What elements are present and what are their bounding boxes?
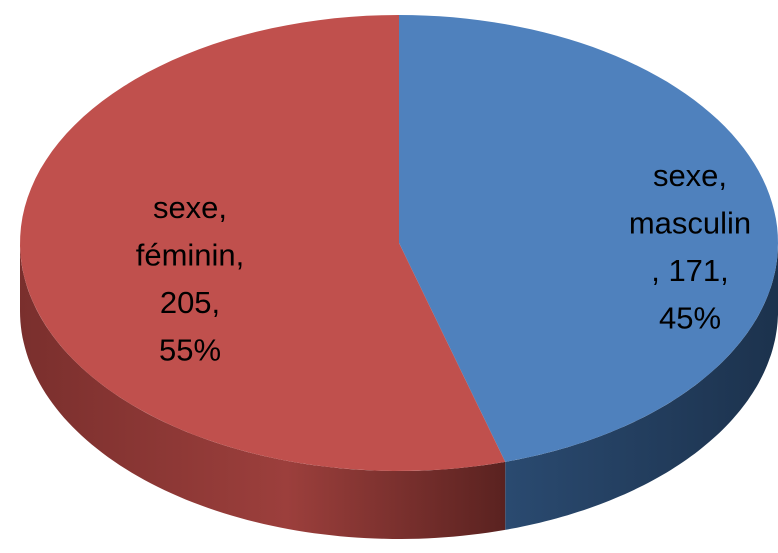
slice [399,15,778,462]
slice-side [20,243,506,539]
slice-side [505,243,778,530]
data-label: féminin, [136,238,245,273]
data-label: 55% [159,333,221,368]
data-label: masculin [629,206,751,241]
data-label: 45% [659,301,721,336]
data-label: , 171, [651,253,729,288]
slice [20,15,506,471]
data-label: 205, [160,285,220,320]
data-label: sexe, [653,158,727,193]
data-label: sexe, [153,190,227,225]
